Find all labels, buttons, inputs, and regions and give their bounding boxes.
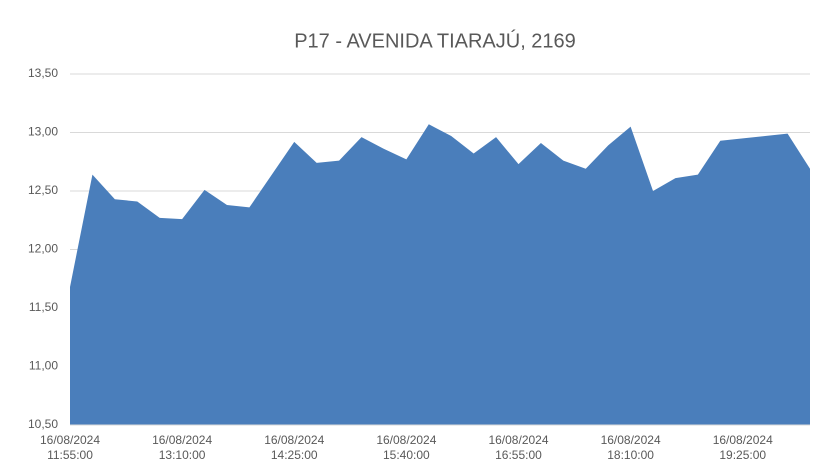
- x-tick-label: 16/08/2024 16:55:00: [488, 433, 549, 462]
- x-tick-label: 16/08/2024 14:25:00: [264, 433, 325, 462]
- y-tick-label: 12,50: [28, 183, 58, 197]
- y-tick-label: 11,00: [29, 359, 58, 373]
- area: [70, 124, 810, 425]
- y-tick-label: 13,00: [28, 125, 58, 139]
- y-tick-label: 11,50: [29, 300, 58, 314]
- y-tick-label: 13,50: [28, 66, 58, 80]
- x-tick-label: 16/08/2024 18:10:00: [600, 433, 661, 462]
- x-tick-label: 16/08/2024 11:55:00: [39, 433, 101, 462]
- chart-title: P17 - AVENIDA TIARAJÚ, 2169: [294, 29, 576, 52]
- y-tick-label: 12,00: [28, 242, 58, 256]
- x-tick-label: 16/08/2024 15:40:00: [376, 433, 437, 462]
- y-tick-label: 10,50: [28, 417, 58, 431]
- x-tick-label: 16/08/2024 13:10:00: [152, 433, 213, 462]
- x-tick-label: 16/08/2024 19:25:00: [712, 433, 773, 462]
